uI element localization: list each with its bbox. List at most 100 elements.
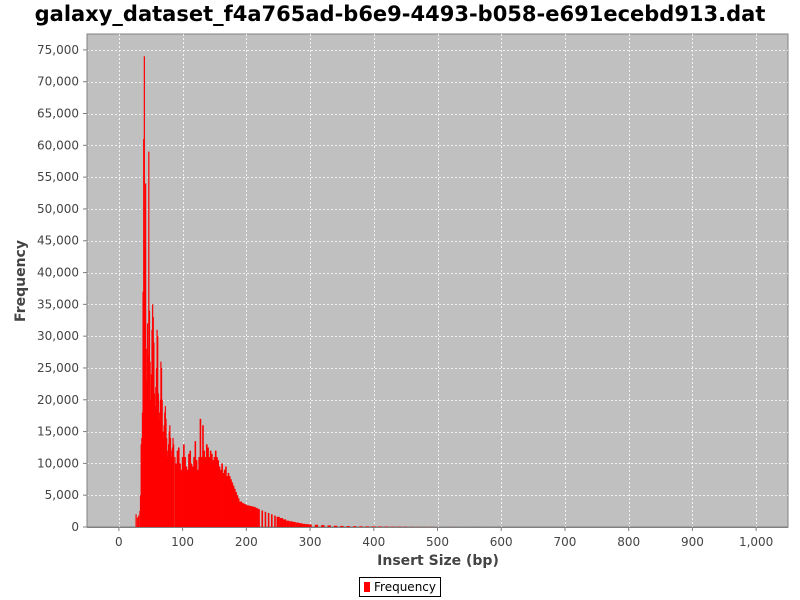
bar bbox=[359, 526, 363, 527]
bar bbox=[279, 518, 284, 527]
bar bbox=[377, 526, 383, 527]
bar bbox=[271, 514, 273, 527]
bar bbox=[274, 515, 276, 527]
bar bbox=[231, 482, 234, 527]
bar bbox=[371, 526, 377, 527]
bar bbox=[155, 367, 158, 527]
bar bbox=[166, 437, 168, 527]
x-tick-label: 100 bbox=[171, 535, 194, 549]
bar bbox=[170, 450, 172, 527]
bar bbox=[139, 495, 142, 527]
bar bbox=[166, 450, 168, 527]
bar bbox=[139, 511, 141, 527]
y-tick-label: 0 bbox=[71, 520, 79, 534]
bar bbox=[289, 521, 293, 527]
bar bbox=[136, 517, 138, 527]
bar bbox=[165, 418, 167, 527]
bar bbox=[161, 399, 163, 527]
bar bbox=[242, 503, 245, 527]
y-tick-label: 75,000 bbox=[37, 43, 79, 57]
bar bbox=[251, 506, 254, 527]
bar bbox=[194, 441, 197, 527]
bar bbox=[190, 463, 193, 527]
bar bbox=[249, 506, 251, 527]
bar bbox=[216, 457, 218, 527]
bar bbox=[207, 447, 209, 527]
x-tick-label: 900 bbox=[681, 535, 704, 549]
y-tick-label: 5,000 bbox=[45, 488, 79, 502]
bar bbox=[157, 393, 159, 527]
bar bbox=[171, 447, 173, 527]
bar bbox=[157, 336, 159, 527]
bar bbox=[250, 506, 253, 527]
bar bbox=[244, 504, 246, 527]
bar bbox=[180, 469, 183, 527]
bar bbox=[153, 393, 156, 527]
bar bbox=[173, 444, 175, 527]
x-tick-label: 800 bbox=[617, 535, 640, 549]
bar bbox=[135, 514, 137, 527]
bar bbox=[248, 505, 250, 527]
y-tick-label: 20,000 bbox=[37, 393, 79, 407]
x-tick-label: 1,000 bbox=[739, 535, 773, 549]
bar bbox=[365, 526, 370, 527]
bar bbox=[211, 453, 213, 527]
y-tick-label: 50,000 bbox=[37, 202, 79, 216]
y-tick-label: 10,000 bbox=[37, 456, 79, 470]
bar bbox=[183, 444, 185, 527]
bar bbox=[200, 457, 203, 527]
bar bbox=[258, 509, 260, 527]
bar bbox=[253, 506, 255, 527]
legend-swatch bbox=[364, 582, 370, 592]
bar bbox=[314, 524, 319, 527]
bar bbox=[292, 521, 296, 527]
bar bbox=[141, 437, 143, 527]
bar bbox=[212, 460, 214, 527]
bar bbox=[193, 457, 195, 527]
bar bbox=[302, 523, 306, 527]
x-tick-label: 200 bbox=[235, 535, 258, 549]
chart-title: galaxy_dataset_f4a765ad-b6e9-4493-b058-e… bbox=[34, 2, 766, 26]
bar bbox=[160, 361, 162, 527]
bar bbox=[240, 501, 243, 527]
legend-label: Frequency bbox=[374, 580, 436, 594]
bar bbox=[155, 387, 157, 527]
x-tick-label: 600 bbox=[490, 535, 513, 549]
y-tick-label: 25,000 bbox=[37, 361, 79, 375]
legend: Frequency bbox=[359, 577, 441, 597]
bar bbox=[149, 361, 151, 527]
bar bbox=[228, 476, 231, 527]
bar bbox=[232, 485, 235, 527]
bar bbox=[138, 515, 140, 527]
bar bbox=[142, 291, 144, 527]
y-tick-label: 70,000 bbox=[37, 75, 79, 89]
bar bbox=[159, 399, 161, 527]
bar bbox=[255, 507, 258, 527]
bar bbox=[246, 505, 249, 527]
bar bbox=[286, 520, 290, 527]
bar bbox=[227, 472, 230, 527]
x-tick-label: 500 bbox=[426, 535, 449, 549]
bar bbox=[143, 56, 145, 527]
bar bbox=[199, 418, 202, 527]
bar bbox=[146, 323, 149, 527]
bar bbox=[261, 510, 264, 527]
y-tick-label: 40,000 bbox=[37, 266, 79, 280]
y-tick-label: 35,000 bbox=[37, 297, 79, 311]
bar bbox=[282, 519, 287, 527]
bar bbox=[184, 457, 186, 527]
bar bbox=[276, 516, 280, 527]
bar bbox=[209, 450, 212, 527]
bar bbox=[168, 431, 170, 527]
bar bbox=[298, 523, 303, 527]
bar bbox=[147, 355, 149, 527]
bar bbox=[346, 526, 350, 527]
bar bbox=[295, 522, 299, 527]
bar bbox=[162, 437, 165, 527]
bar bbox=[327, 525, 331, 527]
bar bbox=[239, 501, 241, 527]
bar bbox=[191, 466, 194, 527]
bar bbox=[144, 247, 146, 527]
bar bbox=[226, 476, 228, 527]
